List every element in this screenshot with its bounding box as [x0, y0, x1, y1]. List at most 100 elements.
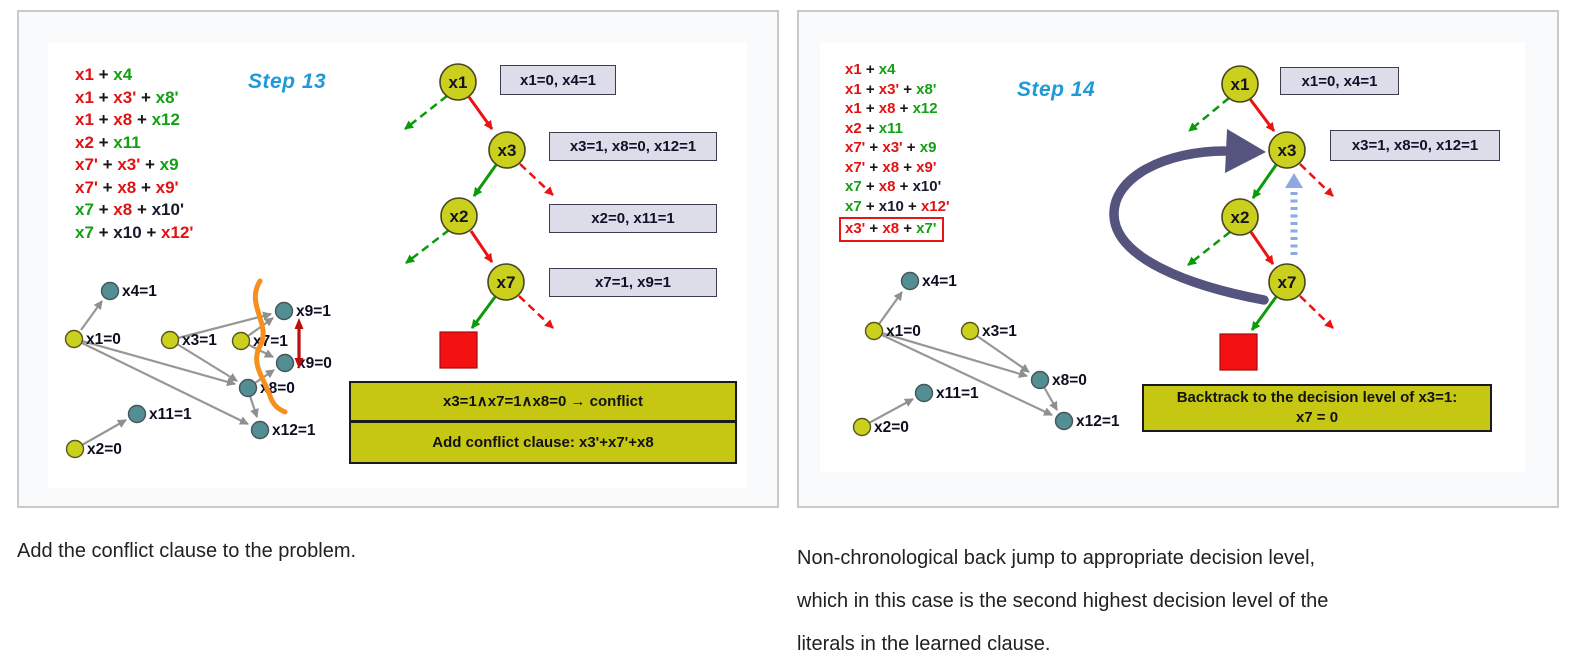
graph-node-x3 [160, 330, 180, 350]
clause: x7' + x8 + x9' [75, 177, 179, 197]
tree-node-x7-label: x7 [1278, 273, 1297, 292]
caption-step14: Non-chronological back jump to appropria… [797, 537, 1557, 666]
clause: x2 + x11 [845, 119, 903, 137]
tree-node-x7 [1268, 263, 1306, 301]
tree-node-x7-label: x7 [497, 273, 516, 292]
step-title: Step 13 [248, 70, 327, 93]
clause: x1 + x8 + x12 [75, 110, 180, 129]
assignment-label-level1: x1=0, x4=1 [500, 65, 616, 95]
graph-node-x12 [250, 420, 270, 440]
backjump-arrow [1109, 129, 1269, 305]
slide-step13-panel: x1 x3 x2 x7 [17, 10, 779, 508]
graph-label-x1: x1=0 [886, 323, 921, 340]
tree-node-x2-label: x2 [450, 207, 469, 226]
graph-node-x1 [64, 329, 84, 349]
implication-edges [80, 300, 275, 446]
tree-node-x1-label: x1 [1231, 75, 1250, 94]
graph-label-x2: x2=0 [87, 441, 122, 458]
clause: x1 + x3' + x8' [845, 80, 937, 98]
implication-nodes [852, 271, 1074, 437]
graph-node-x9-false [275, 353, 295, 373]
graph-node-x2 [852, 417, 872, 437]
tree-node-x3-label: x3 [498, 141, 517, 160]
tree-node-x2 [1221, 198, 1259, 236]
graph-label-x2: x2=0 [874, 419, 909, 436]
backtrack-box-line2: x7 = 0 [1295, 409, 1339, 426]
graph-node-x2 [65, 439, 85, 459]
clause: x1 + x3' + x8' [75, 87, 179, 107]
assignment-label-level2: x3=1, x8=0, x12=1 [1330, 130, 1500, 161]
implication-edges [868, 291, 1058, 424]
implication-labels: x4=1 x1=0 x3=1 x7=1 x9=1 x9=0 x8=0 x11=1… [86, 283, 332, 458]
graph-label-x11: x11=1 [936, 385, 979, 402]
backtrack-box: Backtrack to the decision level of x3=1:… [1142, 384, 1492, 432]
conflict-square [439, 331, 478, 369]
tree-node-x7 [487, 263, 525, 301]
assignment-label-level2: x3=1, x8=0, x12=1 [549, 132, 717, 161]
clause: x1 + x4 [845, 61, 896, 78]
step-title: Step 14 [1017, 78, 1096, 101]
tree-node-x3 [1268, 131, 1306, 169]
clause-list: x1 + x4 x1 + x3' + x8' x1 + x8 + x12 x2 + x… [75, 64, 193, 244]
assignment-label-level1: x1=0, x4=1 [1280, 67, 1399, 95]
slide-step14-panel: x1 x3 x2 x7 [797, 10, 1559, 508]
graph-node-x4 [900, 271, 920, 291]
graph-node-x12 [1054, 411, 1074, 431]
graph-node-x1 [864, 321, 884, 341]
clause: x1 + x4 [75, 65, 133, 84]
caption-step13: Add the conflict clause to the problem. [17, 540, 357, 562]
assignment-label-level3: x2=0, x11=1 [549, 204, 717, 233]
clause: x7' + x3' + x9 [75, 155, 179, 174]
graph-node-x9-true [274, 301, 294, 321]
tree-node-x3-label: x3 [1278, 141, 1297, 160]
graph-node-x11 [914, 383, 934, 403]
caption-line: literals in the learned clause. [797, 633, 1051, 655]
clause-list: x1 + x4 x1 + x3' + x8' x1 + x8 + x12 x2 + x… [839, 60, 950, 242]
graph-label-x12: x12=1 [1076, 413, 1120, 430]
graph-label-x11: x11=1 [149, 406, 192, 423]
clause: x7 + x10 + x12' [75, 222, 194, 242]
clause: x2 + x11 [75, 132, 141, 152]
step13-diagram: x1 x3 x2 x7 [64, 63, 554, 459]
tree-node-x2 [440, 197, 478, 235]
graph-node-x8 [238, 378, 258, 398]
graph-label-x4: x4=1 [922, 273, 957, 290]
conflict-square [1219, 333, 1258, 371]
graph-label-x3: x3=1 [182, 332, 217, 349]
tree-nodes: x1 x3 x2 x7 [1221, 65, 1306, 301]
tree-nodes: x1 x3 x2 x7 [439, 63, 526, 301]
graph-label-x8: x8=0 [1052, 372, 1087, 389]
tree-node-x2-label: x2 [1231, 208, 1250, 227]
clause: x7' + x8 + x9' [845, 158, 937, 176]
graph-label-x9-true: x9=1 [296, 303, 331, 320]
tree-node-x1 [439, 63, 477, 101]
clause: x7' + x3' + x9 [845, 139, 937, 156]
cut-line [252, 278, 288, 415]
graph-label-x4: x4=1 [122, 283, 157, 300]
step14-diagram: x1 x3 x2 x7 [852, 65, 1334, 437]
caption-line: which in this case is the second highest… [797, 590, 1329, 612]
tree-edges [404, 95, 554, 329]
x9-conflict-double-arrow [294, 318, 304, 369]
clause: x1 + x8 + x12 [845, 100, 938, 117]
tree-node-x1-label: x1 [449, 73, 468, 92]
clause: x7 + x10 + x12' [845, 197, 950, 215]
graph-node-x4 [100, 281, 120, 301]
assignment-label-level4: x7=1, x9=1 [549, 268, 717, 297]
backtrack-up-arrow [1285, 173, 1303, 255]
conflict-statement-box: x3=1∧x7=1∧x8=0 → conflict [349, 381, 737, 422]
graph-node-x3 [960, 321, 980, 341]
graph-node-x11 [127, 404, 147, 424]
tree-node-x3 [488, 131, 526, 169]
graph-label-x3: x3=1 [982, 323, 1017, 340]
graph-label-x12: x12=1 [272, 422, 316, 439]
conflict-clause-box: Add conflict clause: x3'+x7'+x8 [349, 421, 737, 464]
graph-label-x9-false: x9=0 [297, 355, 332, 372]
tree-edges [1187, 97, 1334, 331]
implication-labels: x4=1 x1=0 x3=1 x8=0 x11=1 x2=0 x12=1 [874, 273, 1120, 436]
clause: x7 + x8 + x10' [845, 178, 942, 195]
learned-clause: x3' + x8 + x7' [839, 217, 945, 242]
backtrack-box-line1: Backtrack to the decision level of x3=1: [1176, 389, 1458, 406]
tree-node-x1 [1221, 65, 1259, 103]
